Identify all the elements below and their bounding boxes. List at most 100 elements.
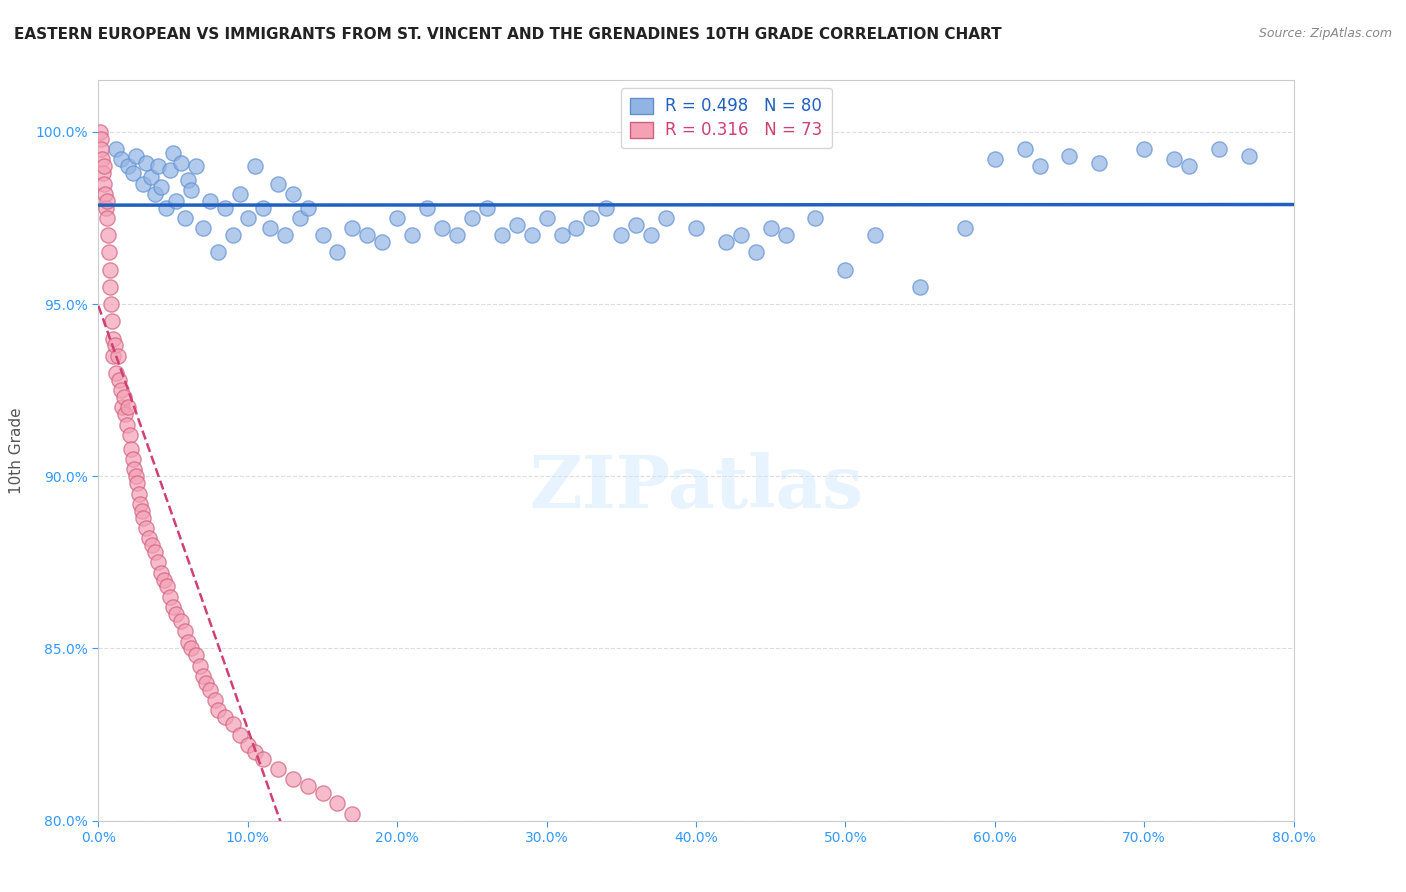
Point xyxy=(155,201,177,215)
Point xyxy=(865,228,887,243)
Legend: R = 0.498   N = 80, R = 0.316   N = 73: R = 0.498 N = 80, R = 0.316 N = 73 xyxy=(621,88,832,148)
Point xyxy=(311,228,333,243)
Point xyxy=(804,211,827,225)
Point xyxy=(91,166,114,180)
Point xyxy=(371,235,394,249)
Point xyxy=(326,245,349,260)
Point xyxy=(297,201,319,215)
Point xyxy=(520,228,543,243)
Point xyxy=(131,504,153,518)
Point xyxy=(274,228,297,243)
Point xyxy=(153,573,176,587)
Point xyxy=(177,173,200,187)
Point xyxy=(138,531,160,545)
Point xyxy=(536,211,558,225)
Point xyxy=(159,590,181,604)
Point xyxy=(222,228,245,243)
Point xyxy=(165,194,187,208)
Point xyxy=(222,717,245,731)
Point xyxy=(326,797,349,811)
Point xyxy=(94,201,117,215)
Point xyxy=(90,132,112,146)
Point xyxy=(108,373,131,387)
Point xyxy=(207,703,229,717)
Point xyxy=(1028,160,1050,174)
Point xyxy=(1014,142,1036,156)
Point xyxy=(96,194,118,208)
Point xyxy=(461,211,484,225)
Point xyxy=(128,486,150,500)
Point xyxy=(97,245,120,260)
Point xyxy=(110,153,132,167)
Point xyxy=(297,779,319,793)
Point xyxy=(180,641,202,656)
Point xyxy=(139,169,162,184)
Point xyxy=(595,201,617,215)
Point xyxy=(165,607,187,621)
Point xyxy=(174,624,197,639)
Point xyxy=(105,142,128,156)
Point xyxy=(111,401,134,415)
Point xyxy=(229,186,252,201)
Y-axis label: 10th Grade: 10th Grade xyxy=(10,407,24,494)
Point xyxy=(214,201,236,215)
Point xyxy=(91,153,114,167)
Point xyxy=(236,211,259,225)
Point xyxy=(491,228,513,243)
Point xyxy=(148,160,170,174)
Point xyxy=(177,634,200,648)
Point xyxy=(626,218,648,232)
Point xyxy=(984,153,1007,167)
Point xyxy=(141,538,163,552)
Point xyxy=(93,160,115,174)
Point xyxy=(100,297,122,311)
Point xyxy=(191,221,214,235)
Point xyxy=(125,149,148,163)
Point xyxy=(118,428,141,442)
Point xyxy=(446,228,468,243)
Point xyxy=(610,228,633,243)
Point xyxy=(110,383,132,397)
Point xyxy=(94,186,117,201)
Point xyxy=(1059,149,1081,163)
Point xyxy=(115,417,138,432)
Point xyxy=(129,497,152,511)
Point xyxy=(162,600,184,615)
Point xyxy=(184,648,207,663)
Point xyxy=(581,211,603,225)
Point xyxy=(356,228,378,243)
Point xyxy=(1088,156,1111,170)
Text: EASTERN EUROPEAN VS IMMIGRANTS FROM ST. VINCENT AND THE GRENADINES 10TH GRADE CO: EASTERN EUROPEAN VS IMMIGRANTS FROM ST. … xyxy=(14,27,1001,42)
Point xyxy=(162,145,184,160)
Point xyxy=(97,228,120,243)
Point xyxy=(121,452,143,467)
Point xyxy=(150,180,173,194)
Point xyxy=(281,186,304,201)
Point xyxy=(96,211,118,225)
Point xyxy=(236,738,259,752)
Point xyxy=(148,555,170,569)
Point xyxy=(908,280,931,294)
Point xyxy=(1208,142,1230,156)
Point xyxy=(342,806,364,821)
Point xyxy=(385,211,409,225)
Point xyxy=(143,186,166,201)
Point xyxy=(1237,149,1260,163)
Point xyxy=(550,228,572,243)
Point xyxy=(714,235,737,249)
Point xyxy=(1163,153,1185,167)
Point xyxy=(685,221,707,235)
Point xyxy=(1133,142,1156,156)
Point xyxy=(506,218,529,232)
Point xyxy=(759,221,782,235)
Point xyxy=(89,125,111,139)
Text: ZIPatlas: ZIPatlas xyxy=(529,452,863,523)
Point xyxy=(117,160,139,174)
Point xyxy=(93,177,115,191)
Point xyxy=(124,462,146,476)
Point xyxy=(565,221,588,235)
Point xyxy=(143,545,166,559)
Point xyxy=(207,245,229,260)
Point xyxy=(259,221,281,235)
Point xyxy=(745,245,768,260)
